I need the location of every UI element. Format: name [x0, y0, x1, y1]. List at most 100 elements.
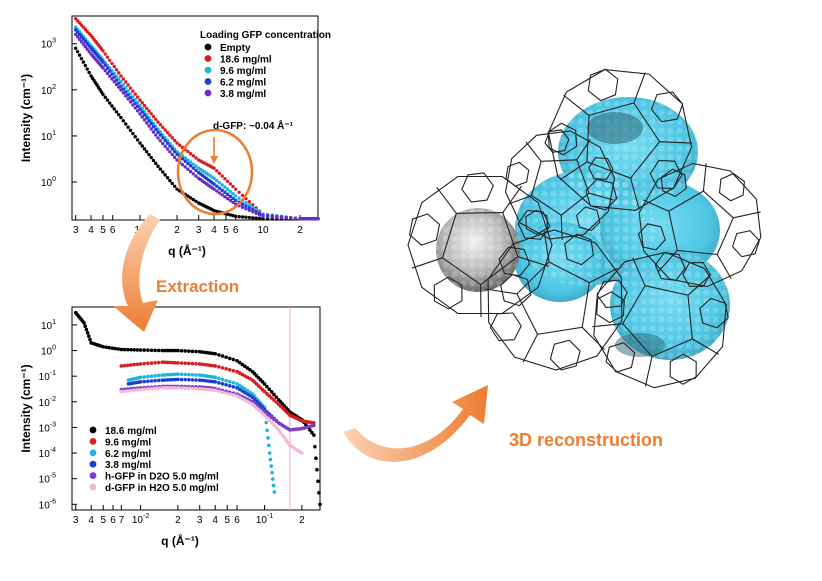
legend-marker	[89, 438, 97, 445]
data-point-interp	[124, 122, 128, 126]
data-point-interp	[145, 116, 149, 120]
annotation-arrowhead	[210, 156, 219, 164]
series-1	[73, 16, 320, 221]
x-tick-label: 3	[73, 225, 79, 236]
data-point-interp	[183, 156, 187, 160]
data-point-interp	[208, 388, 212, 392]
legend-entry: 6.2 mg/ml	[220, 78, 266, 89]
data-point-interp	[142, 387, 146, 392]
data-point-interp	[77, 37, 82, 41]
data-point-interp	[147, 152, 151, 157]
data-point-interp	[87, 44, 91, 48]
data-point-interp	[268, 457, 273, 462]
x-tick-label: 2	[299, 515, 305, 526]
data-point-interp	[165, 176, 170, 180]
data-point-interp	[179, 377, 184, 382]
data-point	[316, 217, 320, 221]
data-point-interp	[200, 387, 205, 391]
cage-edge	[702, 163, 707, 192]
data-point-interp	[140, 101, 144, 105]
x-tick-label: 2	[175, 515, 181, 526]
data-point-interp	[190, 361, 195, 366]
cage-hexagon	[517, 209, 551, 240]
y-tick-label: 102	[41, 84, 56, 97]
data-point-interp	[183, 377, 187, 382]
x-tick-label: 5	[100, 515, 106, 526]
data-point-interp	[153, 348, 157, 353]
x-axis-label: q (Å⁻¹)	[168, 243, 206, 258]
plot-frame	[71, 15, 319, 221]
data-point-interp	[194, 156, 198, 160]
data-point	[234, 198, 238, 203]
data-point-interp	[267, 394, 272, 398]
data-point-interp	[183, 386, 187, 390]
data-point-interp	[266, 436, 270, 440]
data-point-interp	[284, 216, 288, 220]
series-5	[119, 386, 304, 455]
data-point-interp	[225, 196, 230, 201]
data-point-interp	[237, 196, 241, 200]
legend-entry: 6.2 mg/ml	[105, 449, 151, 460]
cage-hexagon	[498, 246, 531, 277]
data-point-interp	[237, 190, 241, 194]
data-point-interp	[272, 423, 276, 427]
data-point-interp	[231, 393, 236, 397]
data-point-interp	[142, 118, 147, 122]
data-point	[312, 433, 316, 437]
data-point-interp	[161, 136, 165, 140]
data-point-interp	[83, 63, 87, 68]
y-tick-exponent: 0	[52, 345, 56, 352]
data-point-interp	[154, 161, 158, 166]
data-point-interp	[125, 347, 130, 352]
data-point-interp	[81, 42, 86, 46]
data-point-interp	[254, 216, 258, 220]
data-point-interp	[149, 386, 154, 391]
data-point-interp	[126, 125, 130, 129]
cage-edge	[632, 257, 646, 286]
data-point-interp	[265, 428, 269, 433]
x-tick-exponent: -2	[143, 513, 149, 520]
data-point-interp	[317, 490, 321, 495]
data-point	[156, 164, 160, 168]
data-point-interp	[116, 85, 121, 89]
data-point-interp	[269, 420, 274, 425]
plot-frame	[71, 306, 321, 511]
reconstruction-arrow	[343, 385, 488, 462]
data-point-interp	[85, 47, 89, 51]
data-point	[176, 361, 180, 365]
data-point-interp	[132, 348, 136, 352]
cage-hexagon	[731, 230, 760, 258]
y-tick-label: 103	[41, 38, 56, 51]
data-point	[234, 194, 238, 198]
data-point-interp	[231, 196, 235, 201]
legend-marker	[204, 89, 212, 97]
data-point-interp	[124, 94, 128, 98]
data-point-interp	[124, 80, 128, 84]
data-point-interp	[231, 192, 235, 196]
data-point-interp	[240, 389, 245, 393]
data-point-interp	[168, 386, 172, 390]
data-point-interp	[156, 373, 161, 378]
data-point-interp	[220, 354, 225, 358]
data-point-interp	[110, 77, 114, 81]
data-point-interp	[227, 356, 232, 361]
data-point-interp	[158, 167, 163, 171]
data-point-interp	[217, 376, 221, 381]
x-tick-label: 2	[174, 225, 180, 236]
data-point-interp	[293, 216, 298, 221]
data-point-interp	[147, 109, 151, 113]
data-point-interp	[190, 372, 195, 377]
data-point-interp	[279, 215, 284, 220]
data-point-interp	[103, 52, 107, 56]
data-point	[138, 348, 143, 352]
cage-pentagon	[530, 159, 590, 216]
data-point-interp	[194, 378, 198, 382]
data-point-interp	[121, 119, 126, 123]
data-point-interp	[163, 128, 167, 132]
data-point-interp	[225, 179, 230, 183]
data-point-interp	[248, 393, 252, 398]
data-point-interp	[168, 178, 172, 183]
data-point-interp	[163, 173, 167, 177]
data-point-interp	[186, 361, 191, 366]
